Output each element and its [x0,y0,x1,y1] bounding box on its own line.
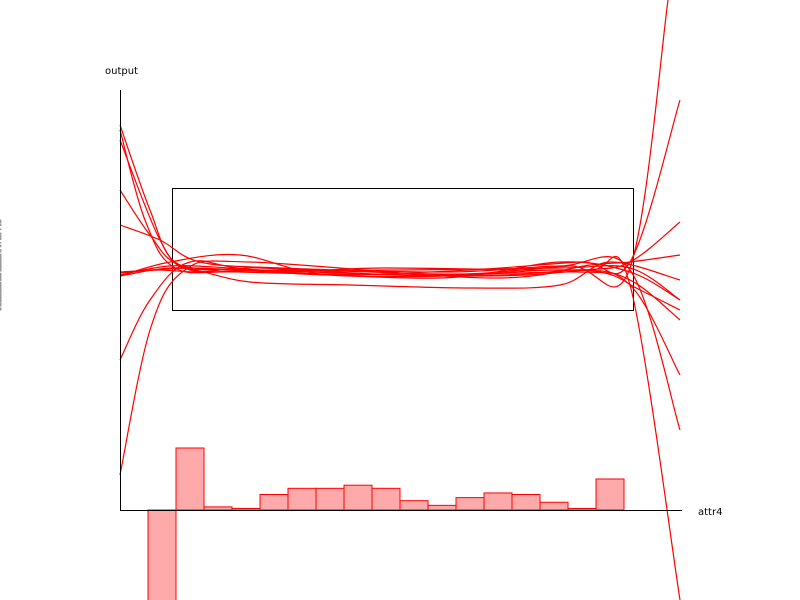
scatter-point [0,274,1,275]
histogram-bar [428,505,456,510]
scatter-point [0,229,1,230]
histogram-bar [316,488,344,510]
scatter-point [0,224,1,225]
scatter-point [0,277,1,278]
histogram-bar [148,510,176,600]
histogram-bar [372,488,400,510]
fitted-curve [120,130,680,320]
histogram-bar [596,479,624,510]
scatter-point [0,294,1,295]
fitted-curve [120,255,680,600]
scatter-point [0,254,1,255]
scatter-point [0,287,1,288]
scatter-point [0,285,1,286]
fitted-curve [120,222,680,360]
histogram-bar [484,493,512,510]
histogram-bar [456,498,484,510]
scatter-point [0,222,1,223]
x-axis-label: attr4 [698,507,722,518]
data-range-box [173,189,634,311]
histogram-bar [260,495,288,511]
scatter-point [0,279,1,280]
histogram-bar [568,508,596,510]
scatter-point [0,251,1,252]
histogram-bar [288,488,316,510]
scatter-point [0,236,1,237]
scatter-point [0,296,1,297]
scatter-point [0,239,1,240]
fitted-curve [120,140,680,375]
scatter-point [0,265,1,266]
scatter-point [0,283,1,284]
scatter-point [0,234,1,235]
scatter-point [0,221,1,222]
histogram-bar [232,508,260,510]
scatter-point [0,260,1,261]
scatter-point [0,304,1,305]
scatter-point [0,290,1,291]
scatter-point [0,305,1,306]
scatter-point [0,301,1,302]
fitted-curve [120,100,680,275]
histogram-bar [204,507,232,510]
histogram [148,448,624,600]
scatter-point [0,268,1,269]
fitted-curve [120,255,680,475]
scatter-point [0,233,1,234]
scatter-point [0,299,1,300]
scatter-point [0,309,1,310]
scatter-point [0,257,1,258]
scatter-point [0,263,1,264]
histogram-bar [344,485,372,510]
scatter-point [0,262,1,263]
scatter-point [0,245,1,246]
scatter-point [0,276,1,277]
histogram-bar [400,501,428,510]
histogram-bar [512,495,540,511]
histogram-bar [176,448,204,510]
y-axis-label: output [105,66,138,77]
scatter-point [0,242,1,243]
scatter-point [0,289,1,290]
scatter-point [0,258,1,259]
fitted-curve [120,190,680,300]
scatter-point [0,266,1,267]
fitted-curve [120,0,668,287]
scatter-point [0,269,1,270]
histogram-bar [540,502,568,510]
scatter-point [0,249,1,250]
